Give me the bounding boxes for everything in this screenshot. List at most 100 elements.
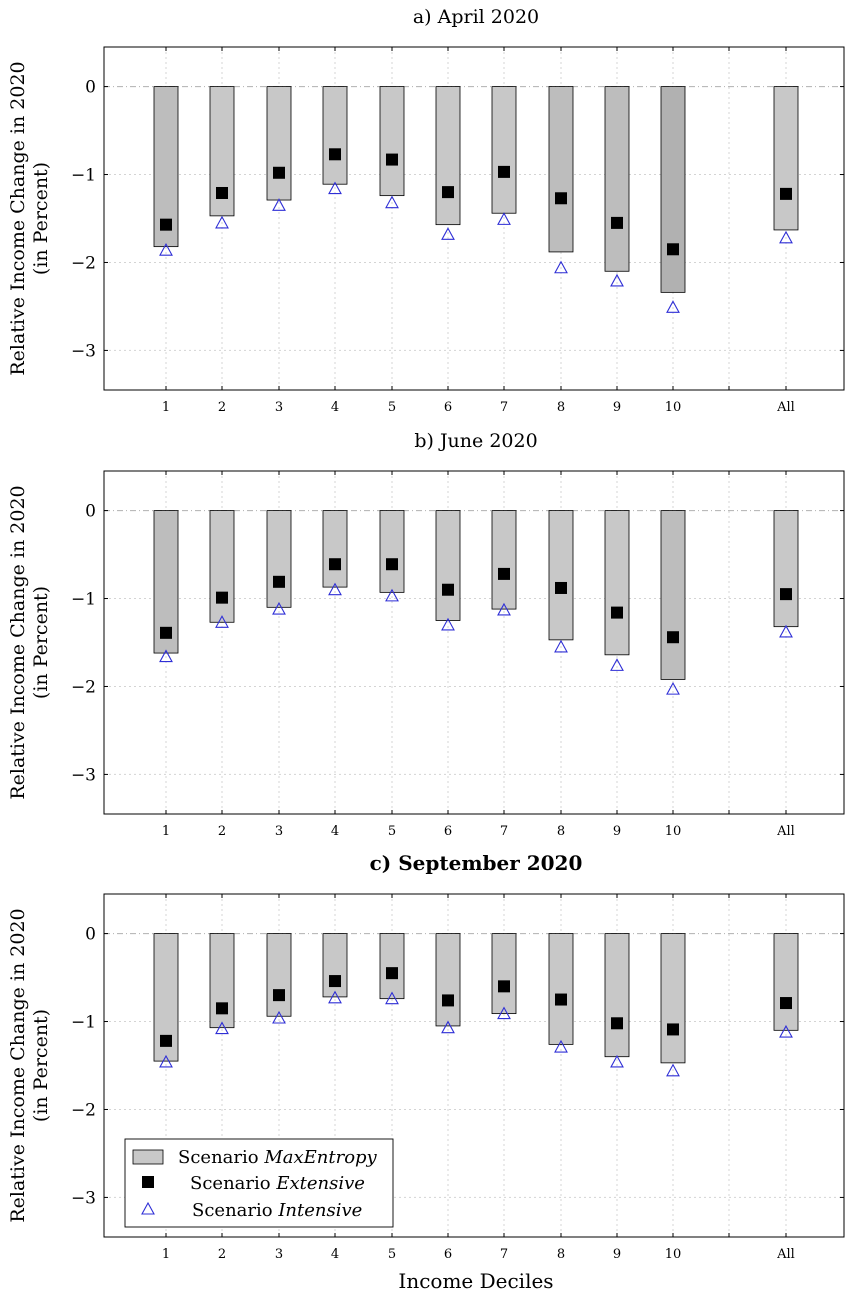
marker-extensive-2 — [216, 186, 228, 199]
bar-maxentropy-5 — [379, 86, 405, 197]
marker-intensive-1 — [159, 1054, 173, 1068]
marker-intensive-8 — [554, 639, 568, 653]
marker-intensive-1 — [159, 649, 173, 663]
x-tick-label: 7 — [500, 824, 508, 839]
x-tick-label: All — [776, 1247, 795, 1262]
bar-maxentropy-3 — [266, 510, 292, 608]
bar-maxentropy-8 — [548, 86, 574, 253]
x-tick-label: 8 — [557, 1247, 565, 1262]
y-tick-label: −1 — [71, 166, 96, 186]
x-tick-label: 3 — [275, 824, 283, 839]
chart-title: c) September 2020 — [370, 851, 583, 875]
x-tick-label: 5 — [388, 1247, 396, 1262]
marker-intensive-6 — [441, 1020, 455, 1034]
marker-extensive-all — [780, 997, 792, 1010]
y-tick-label: −2 — [71, 253, 96, 273]
marker-intensive-8 — [554, 1039, 568, 1053]
x-tick-label: 6 — [444, 400, 452, 415]
marker-intensive-5 — [385, 195, 399, 209]
bar-maxentropy-7 — [491, 933, 517, 1015]
marker-extensive-10 — [667, 243, 679, 256]
bar-maxentropy-6 — [435, 86, 461, 226]
chart-panel-3: c) September 2020 Relative Income Change … — [7, 851, 845, 1262]
marker-intensive-all — [779, 230, 793, 244]
marker-extensive-1 — [160, 1034, 172, 1047]
marker-extensive-6 — [442, 994, 454, 1007]
y-tick-label: −1 — [71, 1013, 96, 1033]
legend-box — [124, 1138, 394, 1228]
marker-intensive-5 — [385, 588, 399, 602]
marker-extensive-3 — [273, 575, 285, 588]
marker-extensive-2 — [216, 591, 228, 604]
marker-extensive-8 — [555, 192, 567, 205]
x-tick-label: 10 — [665, 824, 682, 839]
marker-extensive-all — [780, 588, 792, 601]
x-tick-label: 1 — [162, 400, 170, 415]
marker-intensive-7 — [497, 602, 511, 616]
x-tick-label: 8 — [557, 400, 565, 415]
marker-intensive-5 — [385, 991, 399, 1005]
plot-area-frame — [103, 893, 845, 1238]
bar-maxentropy-3 — [266, 933, 292, 1017]
marker-extensive-3 — [273, 989, 285, 1002]
bar-maxentropy-9 — [604, 933, 630, 1058]
bar-maxentropy-5 — [379, 933, 405, 1000]
marker-intensive-3 — [272, 1010, 286, 1024]
marker-intensive-all — [779, 624, 793, 638]
x-tick-label: 9 — [613, 400, 621, 415]
y-tick-label: −3 — [71, 1188, 96, 1208]
x-tick-label: 9 — [613, 824, 621, 839]
y-tick-label: −2 — [71, 1100, 96, 1120]
legend-swatch-maxentropy — [132, 1149, 164, 1165]
marker-extensive-1 — [160, 218, 172, 231]
marker-intensive-2 — [215, 215, 229, 229]
legend: Scenario MaxEntropy Scenario Extensive S… — [124, 1138, 394, 1228]
x-tick-label: 2 — [218, 400, 226, 415]
bar-maxentropy-all — [773, 510, 799, 628]
y-axis-label: Relative Income Change in 2020 — [7, 61, 29, 375]
legend-name-intensive: Intensive — [277, 1200, 362, 1221]
marker-intensive-4 — [328, 582, 342, 596]
legend-label-extensive: Scenario Extensive — [190, 1173, 365, 1194]
marker-intensive-4 — [328, 181, 342, 195]
marker-intensive-10 — [666, 1063, 680, 1077]
bar-maxentropy-8 — [548, 510, 574, 641]
y-axis-label-units: (in Percent) — [30, 1009, 52, 1122]
marker-intensive-all — [779, 1024, 793, 1038]
x-tick-label: 6 — [444, 824, 452, 839]
x-tick-label: 7 — [500, 1247, 508, 1262]
bar-maxentropy-8 — [548, 933, 574, 1045]
marker-extensive-1 — [160, 626, 172, 639]
x-tick-label: 4 — [331, 824, 339, 839]
marker-extensive-10 — [667, 1023, 679, 1036]
marker-extensive-5 — [386, 153, 398, 166]
plot-area-frame — [103, 470, 845, 815]
x-tick-label: 1 — [162, 824, 170, 839]
bar-maxentropy-7 — [491, 86, 517, 214]
x-tick-label: 1 — [162, 1247, 170, 1262]
x-tick-label: 5 — [388, 400, 396, 415]
marker-intensive-9 — [610, 273, 624, 287]
bar-maxentropy-9 — [604, 510, 630, 656]
marker-extensive-7 — [498, 567, 510, 580]
marker-extensive-10 — [667, 631, 679, 644]
x-tick-label: 4 — [331, 1247, 339, 1262]
x-tick-label: 2 — [218, 1247, 226, 1262]
bar-maxentropy-3 — [266, 86, 292, 201]
legend-label-maxentropy: Scenario MaxEntropy — [178, 1147, 378, 1168]
marker-intensive-4 — [328, 990, 342, 1004]
bar-maxentropy-4 — [322, 86, 348, 185]
y-tick-label: 0 — [85, 502, 96, 522]
marker-intensive-7 — [497, 1006, 511, 1020]
marker-extensive-all — [780, 187, 792, 200]
bar-maxentropy-4 — [322, 933, 348, 998]
x-tick-label: All — [776, 824, 795, 839]
marker-intensive-8 — [554, 260, 568, 274]
chart-title: a) April 2020 — [413, 6, 539, 28]
y-axis-label-units: (in Percent) — [30, 162, 52, 275]
x-tick-label: 9 — [613, 1247, 621, 1262]
marker-intensive-10 — [666, 300, 680, 313]
bar-maxentropy-all — [773, 933, 799, 1031]
chart-panel-2: b) June 2020 Relative Income Change in 20… — [7, 430, 845, 839]
